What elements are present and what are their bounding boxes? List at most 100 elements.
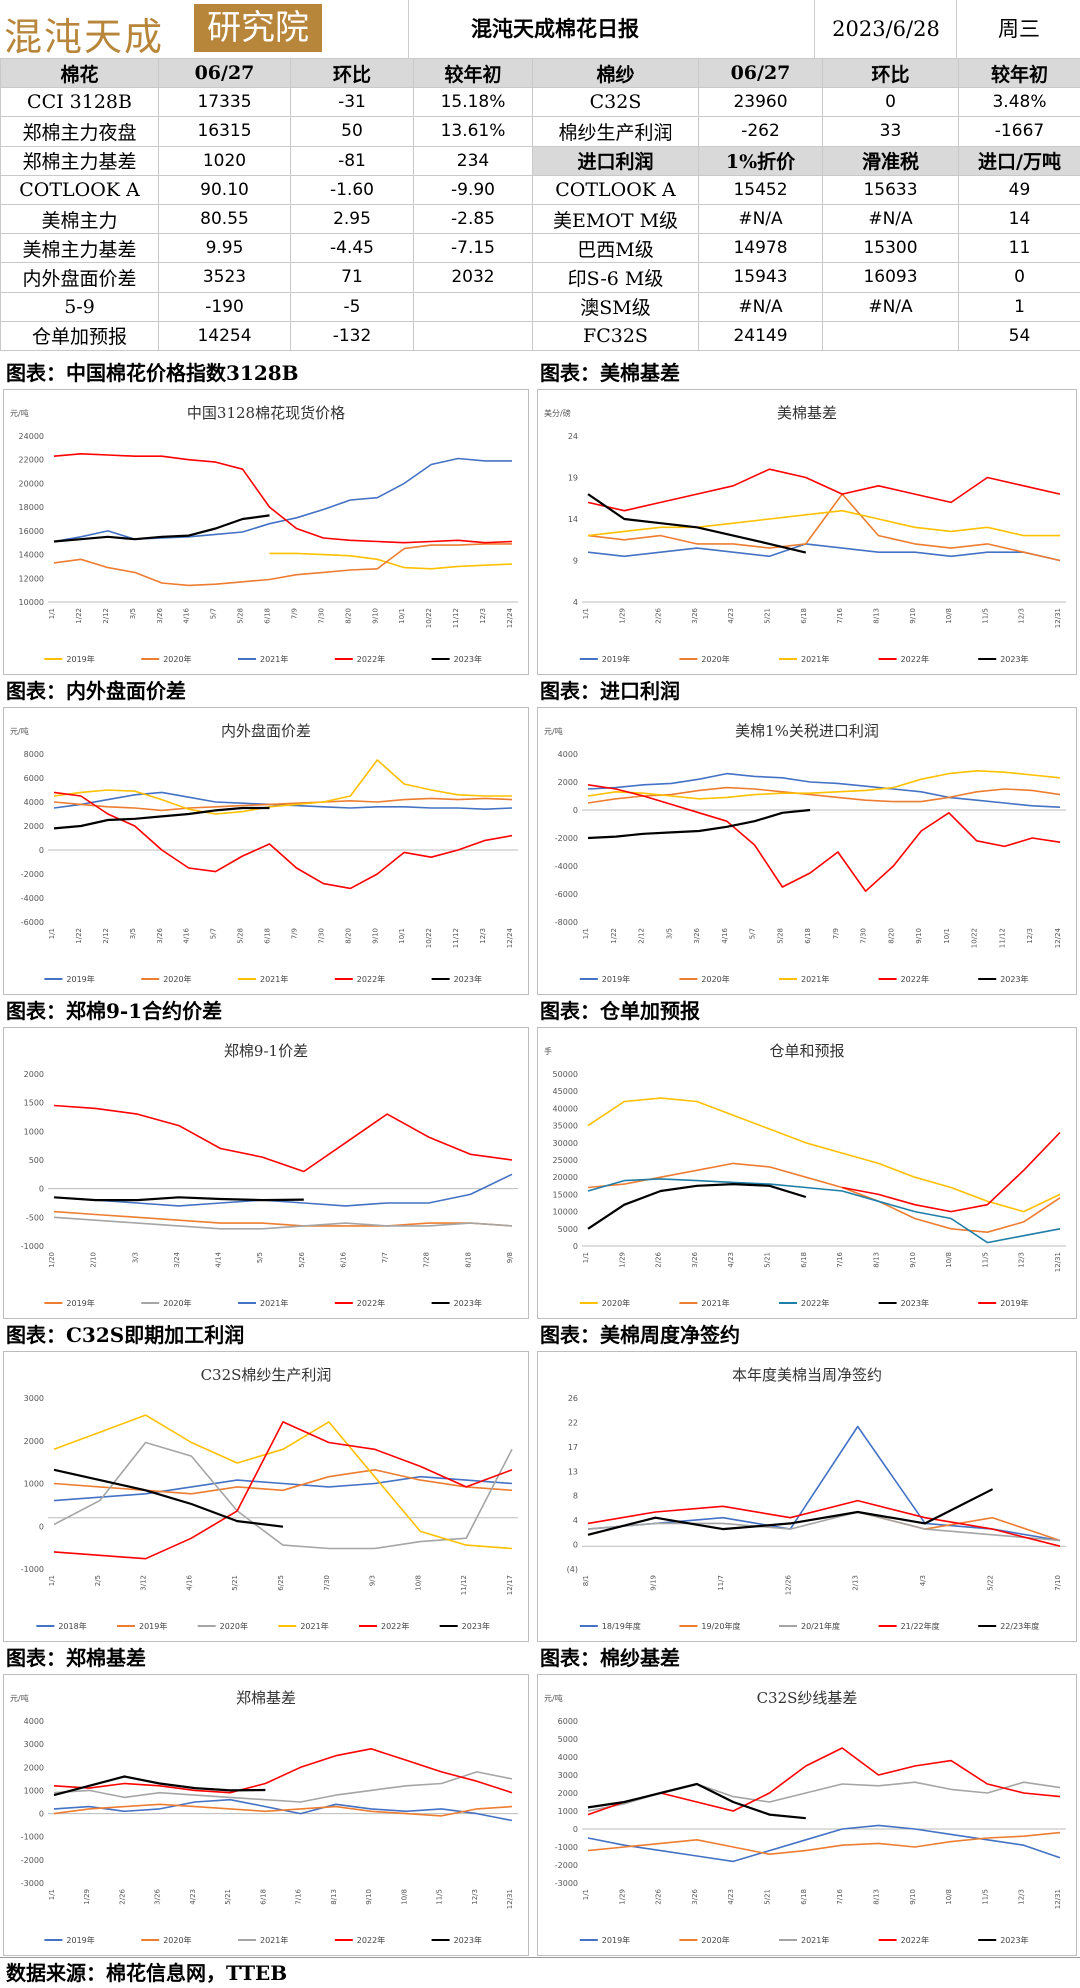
x-tick-label: 7/30 (323, 1575, 331, 1591)
panel-title: 图表：棉纱基差 (534, 1644, 680, 1672)
legend-label: 2023年 (454, 654, 482, 664)
report-weekday: 周三 (956, 0, 1080, 58)
y-tick-label: 15000 (553, 1190, 578, 1199)
x-tick-label: 10/1 (398, 928, 406, 944)
logo-text: 混沌天成 (4, 6, 164, 61)
x-tick-label: 10/1 (398, 608, 406, 624)
x-tick-label: 7/28 (423, 1252, 431, 1268)
cell: 2032 (414, 263, 533, 292)
cell: 49 (959, 175, 1080, 204)
x-tick-label: 4/16 (183, 927, 191, 943)
y-tick-label: 1000 (24, 1127, 44, 1136)
y-axis-label: 元/吨 (544, 726, 563, 736)
y-tick-label: 0 (39, 1810, 44, 1819)
cell: 1 (959, 292, 1080, 321)
cell: 33 (823, 117, 959, 146)
legend-label: 2020年 (163, 654, 191, 664)
series-line (270, 553, 513, 568)
legend-label: 2021年 (260, 654, 288, 664)
y-tick-label: 19 (568, 474, 578, 483)
x-tick-label: 12/31 (1054, 1889, 1062, 1909)
x-tick-label: 5/21 (224, 1889, 232, 1905)
y-tick-label: 2000 (24, 1437, 44, 1446)
y-tick-label: 13 (568, 1467, 578, 1476)
x-tick-label: 6/18 (804, 928, 812, 944)
legend-label: 2021年 (260, 1298, 288, 1308)
cell: 1020 (159, 146, 291, 175)
x-tick-label: 8/13 (330, 1889, 338, 1905)
series-line (54, 1804, 512, 1816)
x-tick-label: 7/10 (1054, 1575, 1062, 1591)
legend-label: 2022年 (357, 654, 385, 664)
x-tick-label: 12/24 (506, 607, 514, 628)
row-label: 巴西M级 (533, 234, 699, 263)
legend-label: 2021年 (801, 1935, 829, 1945)
cell: 9.95 (159, 234, 291, 263)
x-tick-label: 4/16 (185, 1574, 193, 1590)
panel-title: 图表：内外盘面价差 (0, 677, 186, 705)
y-axis-label: 手 (544, 1046, 552, 1056)
cell: -2.85 (414, 204, 533, 233)
legend-label: 2023年 (1000, 654, 1028, 664)
y-tick-label: 6000 (558, 1717, 578, 1726)
y-tick-label: 6000 (24, 774, 44, 783)
chart-svg: 美棉1%关税进口利润元/吨400020000-2000-4000-6000-80… (538, 708, 1076, 994)
legend-label: 2019年 (602, 974, 630, 984)
logo-box: 研究院 (194, 4, 322, 52)
legend-label: 2021年 (260, 1935, 288, 1945)
x-tick-label: 10/22 (971, 928, 979, 948)
series-line (588, 1163, 1060, 1232)
x-tick-label: 3/26 (154, 1888, 162, 1904)
chart-svg: 中国3128棉花现货价格元/吨2400022000200001800016000… (4, 390, 528, 674)
cell: 24149 (699, 321, 823, 350)
x-tick-label: 1/20 (48, 1252, 56, 1268)
import-header-row: 进口利润 1%折价 滑准税 进口/万吨 (533, 146, 1080, 175)
y-tick-label: 0 (39, 846, 44, 855)
x-tick-label: 6/18 (264, 608, 272, 624)
x-tick-label: 3/26 (691, 607, 699, 623)
series-line (54, 1106, 512, 1172)
y-tick-label: 4000 (24, 798, 44, 807)
y-tick-label: -1000 (21, 1242, 44, 1251)
x-tick-label: 12/17 (506, 1575, 514, 1595)
x-tick-label: 8/13 (872, 608, 880, 624)
legend-label: 2023年 (901, 1298, 929, 1308)
x-tick-label: 2/5 (94, 1575, 102, 1586)
table-header-row: 棉纱 06/27 环比 较年初 (533, 59, 1080, 88)
x-tick-label: 1/29 (618, 1252, 626, 1268)
panel-title: 图表：郑棉基差 (0, 1644, 146, 1672)
y-tick-label: (4) (567, 1565, 578, 1574)
y-tick-label: -2000 (555, 834, 578, 843)
x-tick-label: 12/3 (471, 1889, 479, 1905)
report-title: 混沌天成棉花日报 (408, 0, 701, 58)
x-tick-label: 9/10 (915, 928, 923, 944)
x-tick-label: 8/18 (464, 1252, 472, 1268)
cell: -262 (699, 117, 823, 146)
chart-title: 中国3128棉花现货价格 (187, 404, 345, 422)
x-tick-label: 3/26 (691, 1888, 699, 1904)
cell: #N/A (699, 204, 823, 233)
row-label: C32S (533, 88, 699, 117)
cell: 90.10 (159, 175, 291, 204)
row-label: 5-9 (1, 292, 159, 321)
x-tick-label: 9/19 (649, 1575, 657, 1591)
legend-label: 2023年 (1000, 974, 1028, 984)
x-tick-label: 11/7 (717, 1575, 725, 1591)
x-tick-label: 7/9 (832, 928, 840, 939)
col-header: 1%折价 (699, 146, 823, 175)
legend-label: 2019年 (66, 1298, 94, 1308)
x-tick-label: 4/23 (727, 608, 735, 624)
x-tick-label: 11/12 (452, 928, 460, 948)
y-tick-label: 1000 (558, 1807, 578, 1816)
cell: -5 (291, 292, 414, 321)
x-tick-label: 7/7 (381, 1252, 389, 1263)
x-tick-label: 1/1 (582, 1252, 590, 1263)
series-line (54, 459, 512, 542)
legend-label: 2022年 (357, 1298, 385, 1308)
x-tick-label: 3/12 (140, 1575, 148, 1591)
legend-label: 2019年 (602, 1935, 630, 1945)
y-tick-label: 14 (568, 515, 578, 524)
